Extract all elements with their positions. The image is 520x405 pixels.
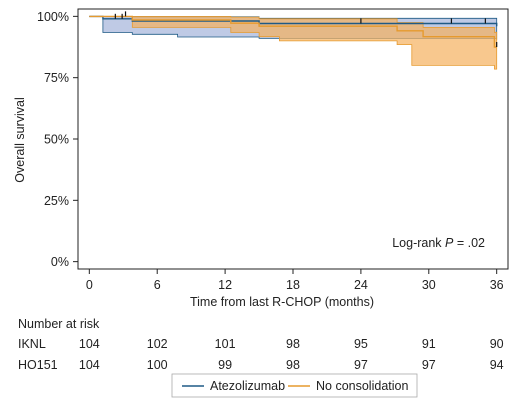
risk-value-0-2: 101 [215, 337, 236, 351]
x-tick-label-24: 24 [354, 278, 368, 292]
survival-curves [89, 15, 498, 48]
risk-value-1-6: 94 [490, 358, 504, 372]
risk-value-1-0: 104 [79, 358, 100, 372]
logrank-suffix: = .02 [453, 236, 485, 250]
risk-value-1-5: 97 [422, 358, 436, 372]
y-tick-label-75%: 75% [44, 71, 69, 85]
legend-label-0: Atezolizumab [210, 379, 285, 393]
axes: 0 6 12 18 24 30 36 0% 25% 50% 75% 100% [37, 10, 504, 292]
logrank-p: P [445, 236, 454, 250]
legend: Atezolizumab No consolidation [171, 373, 418, 398]
risk-value-0-5: 91 [422, 337, 436, 351]
x-tick-label-36: 36 [490, 278, 504, 292]
risk-table-title: Number at risk [18, 317, 100, 331]
x-axis-title: Time from last R-CHOP (months) [190, 295, 374, 309]
x-tick-label-6: 6 [154, 278, 161, 292]
risk-value-1-2: 99 [218, 358, 232, 372]
risk-value-0-4: 95 [354, 337, 368, 351]
risk-value-0-1: 102 [147, 337, 168, 351]
x-tick-label-0: 0 [86, 278, 93, 292]
censor-marks [114, 11, 498, 48]
logrank-prefix: Log-rank [392, 236, 445, 250]
risk-value-0-3: 98 [286, 337, 300, 351]
y-tick-label-25%: 25% [44, 194, 69, 208]
risk-row-label-0: IKNL [18, 337, 46, 351]
survival-line-1 [89, 15, 497, 48]
y-tick-label-100%: 100% [37, 10, 69, 24]
confidence-bands [89, 15, 498, 70]
y-tick-label-0%: 0% [51, 255, 69, 269]
risk-value-0-6: 90 [490, 337, 504, 351]
risk-row-label-1: HO151 [18, 358, 58, 372]
risk-table: IKNL 104 102 101 98 95 91 90 HO151 104 100 99 98 97 97… [18, 337, 504, 372]
y-tick-label-50%: 50% [44, 133, 69, 147]
risk-value-1-4: 97 [354, 358, 368, 372]
x-tick-label-12: 12 [218, 278, 232, 292]
x-tick-label-18: 18 [286, 278, 300, 292]
risk-value-1-3: 98 [286, 358, 300, 372]
legend-label-1: No consolidation [316, 379, 408, 393]
x-tick-label-30: 30 [422, 278, 436, 292]
risk-value-1-1: 100 [147, 358, 168, 372]
survival-line-0 [89, 15, 498, 27]
ci-band-1 [89, 15, 498, 70]
risk-value-0-0: 104 [79, 337, 100, 351]
logrank-annotation: Log-rank P = .02 [392, 236, 485, 250]
y-axis-title: Overall survival [13, 97, 27, 182]
